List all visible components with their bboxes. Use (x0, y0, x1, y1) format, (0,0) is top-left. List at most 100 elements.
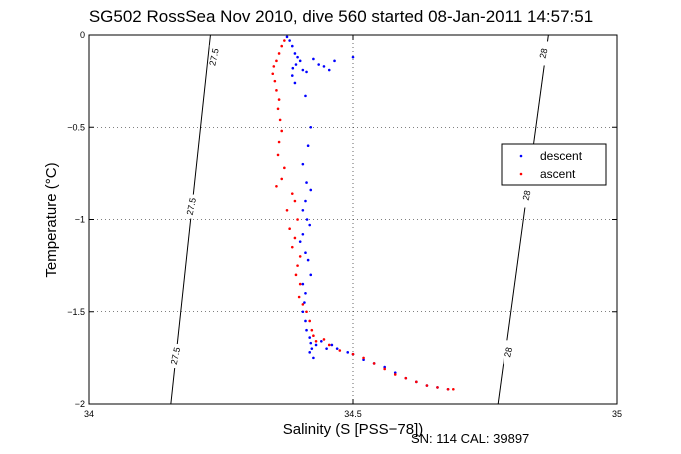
point-ascent (276, 107, 280, 111)
point-ascent (305, 310, 308, 314)
point-descent (306, 258, 310, 262)
point-ascent (425, 384, 429, 387)
point-descent (305, 328, 308, 332)
y-axis-label: Temperature (°C) (43, 162, 60, 277)
point-ascent (415, 380, 418, 384)
legend-label-descent: descent (540, 149, 583, 163)
point-ascent (277, 98, 281, 101)
point-ascent (338, 349, 342, 352)
contour-label-bg (171, 344, 182, 369)
point-descent (305, 70, 308, 74)
point-descent (298, 240, 302, 243)
y-tick-label: −2 (75, 399, 85, 409)
contour-label-bg (522, 183, 533, 208)
point-ascent (293, 199, 297, 203)
point-ascent (436, 386, 439, 389)
contour-label: 27.5 (169, 346, 182, 365)
contour-label: 28 (538, 47, 550, 59)
point-descent (320, 339, 323, 343)
point-ascent (275, 184, 278, 188)
point-ascent (362, 356, 365, 360)
point-descent (293, 81, 297, 85)
point-descent (346, 351, 350, 354)
point-ascent (351, 352, 355, 356)
point-ascent (273, 79, 277, 83)
x-tick-label: 35 (612, 409, 622, 419)
point-descent (330, 343, 334, 347)
point-descent (305, 218, 309, 221)
point-descent (294, 63, 298, 66)
point-descent (298, 59, 302, 63)
point-descent (327, 68, 331, 72)
point-ascent (280, 129, 284, 133)
point-descent (317, 63, 320, 66)
contour-label: 27.5 (207, 47, 220, 66)
legend-box (501, 143, 607, 186)
point-ascent (294, 273, 298, 277)
point-descent (293, 52, 297, 55)
point-descent (309, 341, 313, 345)
point-ascent (446, 387, 450, 391)
point-ascent (290, 192, 294, 195)
point-ascent (404, 376, 408, 380)
point-ascent (275, 59, 278, 63)
point-descent (290, 44, 294, 48)
point-ascent (301, 303, 305, 306)
y-tick-label: −1.5 (67, 307, 85, 317)
point-ascent (277, 140, 281, 144)
point-ascent (312, 334, 315, 338)
axis-ticks: 34 34.5 35 0 −0.5 −1 −1.5 −2 (67, 30, 622, 419)
point-descent (296, 55, 299, 59)
point-ascent (308, 319, 312, 323)
point-descent (309, 125, 313, 129)
x-axis-label: Salinity (S [PSS−78]) (283, 421, 423, 438)
point-descent (304, 199, 307, 203)
point-descent (304, 251, 307, 255)
point-descent (325, 347, 328, 350)
point-descent (335, 347, 339, 350)
legend-label-ascent: ascent (540, 167, 576, 181)
point-descent (301, 208, 305, 212)
point-descent (304, 292, 307, 295)
x-tick-label: 34 (84, 409, 94, 419)
point-ascent (283, 39, 286, 42)
y-tick-label: −0.5 (67, 122, 85, 132)
point-ascent (393, 373, 397, 376)
point-ascent (280, 44, 284, 48)
point-ascent (271, 72, 275, 76)
point-descent (308, 351, 312, 354)
point-ascent (296, 264, 299, 267)
point-descent (312, 356, 315, 360)
point-ascent (285, 208, 289, 212)
point-descent (291, 66, 295, 70)
data-points (271, 35, 455, 391)
density-contours: 27.5 27.5 27.5 28 28 28 (169, 34, 550, 405)
point-descent (288, 39, 291, 42)
point-descent (309, 188, 313, 192)
point-descent (303, 301, 306, 304)
point-descent (312, 57, 315, 61)
point-descent (290, 74, 294, 77)
legend: descent ascent (501, 143, 607, 186)
chart-title: SG502 RossSea Nov 2010, dive 560 started… (89, 7, 593, 26)
point-descent (304, 319, 307, 323)
point-ascent (272, 65, 276, 68)
legend-marker-descent (519, 154, 523, 158)
x-tick-label: 34.5 (344, 409, 362, 419)
point-descent (308, 223, 312, 227)
point-descent (314, 343, 318, 347)
point-descent (322, 65, 326, 68)
point-ascent (372, 362, 376, 365)
footer-sn-cal: SN: 114 CAL: 39897 (411, 431, 529, 446)
point-descent (333, 59, 336, 63)
point-ascent (296, 218, 299, 221)
contour-label-bg (209, 45, 220, 70)
contour-label-bg (539, 41, 550, 66)
point-descent (301, 68, 305, 72)
contour-label-bg (503, 340, 514, 365)
point-descent (351, 55, 355, 59)
y-tick-label: 0 (80, 30, 85, 40)
point-ascent (278, 118, 282, 122)
point-descent (310, 347, 314, 350)
